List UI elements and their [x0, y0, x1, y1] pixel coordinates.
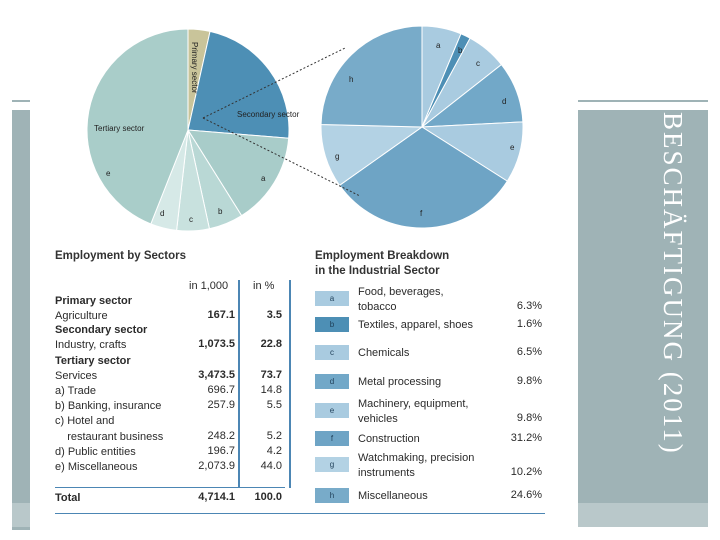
breakdown-row-label: Textiles, apparel, shoes: [358, 319, 473, 331]
breakdown-title-line1: Employment Breakdown: [315, 250, 450, 262]
pie-label-a: a: [261, 174, 266, 183]
col-header-thousands: in 1,000: [189, 280, 229, 292]
total-percent: 100.0: [254, 491, 282, 503]
breakdown-key-swatch: a: [315, 291, 349, 306]
breakdown-row-value: 31.2%: [510, 432, 542, 444]
sector-pie-slice-1: [187, 30, 290, 139]
breakdown-row-label: Food, beverages,: [358, 286, 444, 298]
sector-row-thousands: 257.9: [207, 399, 235, 411]
pie-label-secondary: Secondary sector: [237, 110, 300, 119]
breakdown-row-value: 10.2%: [510, 466, 542, 478]
sector-row-thousands: 1,073.5: [198, 338, 235, 350]
breakdown-row-label-cont: vehicles: [358, 413, 398, 425]
total-divider: [55, 487, 285, 488]
breakdown-row-label: Miscellaneous: [358, 490, 428, 502]
slide-title: BESCHÄFTIGUNG (2011): [658, 112, 688, 455]
breakdown-key-swatch: d: [315, 374, 349, 389]
background-band-right: [578, 110, 708, 503]
pie-label-primary: Primary sector: [190, 42, 199, 94]
sector-row-label: Services: [55, 370, 98, 382]
breakdown-row-label: Construction: [358, 433, 420, 445]
pie2-label-c: c: [476, 59, 480, 68]
pie-label-b: b: [218, 207, 223, 216]
col-header-percent: in %: [253, 280, 275, 292]
sector-row-thousands: 696.7: [207, 384, 235, 396]
sector-row-percent: 22.8: [260, 338, 282, 350]
connector-line-bottom: [202, 117, 361, 197]
sector-row-thousands: 2,073.9: [198, 460, 235, 472]
pie-label-e: e: [106, 169, 111, 178]
breakdown-key-swatch: e: [315, 403, 349, 418]
sector-row-label: e) Miscellaneous: [55, 461, 138, 473]
pie2-label-g: g: [335, 152, 339, 161]
breakdown-row-label: Machinery, equipment,: [358, 398, 469, 410]
sector-row-percent: 5.5: [266, 399, 282, 411]
pie2-label-a: a: [436, 41, 441, 50]
sector-pie-slice-2: [187, 129, 290, 217]
sector-row-percent: 3.5: [266, 309, 282, 321]
breakdown-key-swatch: g: [315, 457, 349, 472]
breakdown-row-label-cont: tobacco: [358, 301, 397, 313]
breakdown-row-label: Watchmaking, precision: [358, 452, 475, 464]
sector-row-label: c) Hotel and: [55, 415, 115, 427]
bottom-rule: [55, 513, 545, 514]
breakdown-row-value: 9.8%: [516, 375, 542, 387]
sector-row-label: Agriculture: [55, 310, 108, 322]
sector-row-label: Primary sector: [55, 295, 133, 307]
pie-charts: Primary sector Secondary sector Tertiary…: [86, 25, 524, 232]
pie2-label-h: h: [349, 75, 353, 84]
sector-row-percent: 14.8: [260, 384, 282, 396]
sector-row-label: Industry, crafts: [55, 339, 127, 351]
breakdown-row-value: 6.5%: [516, 346, 542, 358]
breakdown-row-label-cont: instruments: [358, 467, 415, 479]
breakdown-key-swatch: h: [315, 488, 349, 503]
pie2-label-f: f: [420, 209, 423, 218]
sector-row-percent: 44.0: [260, 460, 282, 472]
breakdown-row-value: 24.6%: [510, 489, 542, 501]
total-label: Total: [55, 492, 81, 504]
breakdown-pie-slice-5: [338, 126, 508, 229]
sector-row-label: Tertiary sector: [55, 355, 131, 367]
sector-row-percent: 4.2: [266, 445, 282, 457]
pie2-label-b: b: [458, 46, 463, 55]
sector-row-percent: 5.2: [266, 430, 282, 442]
sector-row-percent: 73.7: [260, 369, 282, 381]
breakdown-title-line2: in the Industrial Sector: [315, 265, 440, 277]
pie-label-tertiary: Tertiary sector: [94, 124, 145, 133]
sector-row-thousands: 3,473.5: [198, 369, 235, 381]
breakdown-key-swatch: c: [315, 345, 349, 360]
pie-label-secondary-text: Secondary sector: [237, 110, 300, 119]
sector-row-label: b) Banking, insurance: [55, 400, 162, 412]
background-band-left: [12, 110, 30, 530]
breakdown-key-swatch: f: [315, 431, 349, 446]
pie2-label-e: e: [510, 143, 515, 152]
pie2-label-d: d: [502, 97, 506, 106]
sector-row-label: d) Public entities: [55, 446, 136, 458]
breakdown-table-title: Employment Breakdown in the Industrial S…: [315, 249, 449, 279]
sector-row-label: Secondary sector: [55, 324, 148, 336]
sector-row-label: a) Trade: [55, 385, 96, 397]
breakdown-row-value: 6.3%: [516, 300, 542, 312]
sector-row-thousands: 248.2: [207, 430, 235, 442]
sector-pie-slice-6: [86, 28, 189, 225]
table-divider: [238, 280, 240, 488]
sector-pie-chart: [86, 28, 290, 232]
sector-row-thousands: 167.1: [207, 309, 235, 321]
industrial-breakdown-pie-chart: [320, 25, 524, 229]
breakdown-row-label: Metal processing: [358, 376, 442, 388]
table-divider: [289, 280, 291, 488]
breakdown-row-value: 1.6%: [516, 318, 542, 330]
breakdown-row-label: Chemicals: [358, 347, 410, 359]
breakdown-row-value: 9.8%: [516, 412, 542, 424]
total-thousands: 4,714.1: [198, 491, 235, 503]
sector-row-thousands: 196.7: [207, 445, 235, 457]
sector-row-label: restaurant business: [55, 431, 164, 443]
breakdown-pie-slice-7: [320, 25, 423, 128]
pie-label-c: c: [189, 215, 193, 224]
pie-label-d: d: [160, 209, 164, 218]
breakdown-key-swatch: b: [315, 317, 349, 332]
sectors-table-title: Employment by Sectors: [55, 250, 187, 262]
